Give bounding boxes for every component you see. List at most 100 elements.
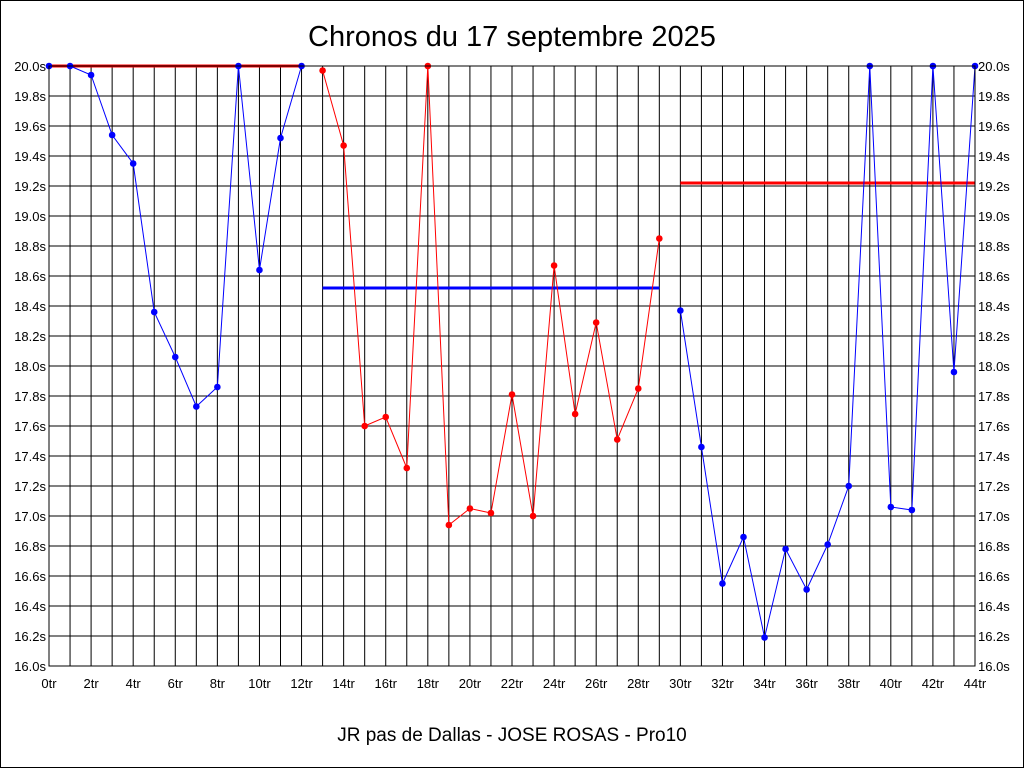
data-point (150, 308, 158, 316)
x-tick-label: 10tr (248, 676, 271, 691)
data-point (108, 131, 116, 139)
y-tick-label-left: 18.0s (14, 359, 46, 374)
y-tick-label-left: 18.2s (14, 329, 46, 344)
x-tick-label: 18tr (417, 676, 440, 691)
data-point (845, 482, 853, 490)
y-tick-label-right: 16.0s (978, 659, 1010, 674)
x-tick-label: 0tr (41, 676, 57, 691)
data-point (403, 464, 411, 472)
y-tick-label-right: 16.8s (978, 539, 1010, 554)
y-tick-label-right: 18.8s (978, 239, 1010, 254)
y-tick-label-left: 17.0s (14, 509, 46, 524)
data-point (214, 383, 221, 391)
data-point (571, 410, 579, 418)
data-point (508, 391, 516, 398)
y-tick-label-right: 18.4s (978, 299, 1010, 314)
tick-labels: 16.0s 16.0s 16.2s 16.2s 16.4s 16.4s 16.6s 16.6s… (14, 59, 1010, 691)
x-tick-label: 20tr (459, 676, 482, 691)
y-tick-label-left: 19.8s (14, 89, 46, 104)
y-tick-label-left: 17.2s (14, 479, 46, 494)
data-point (592, 319, 600, 326)
x-tick-label: 30tr (669, 676, 692, 691)
y-tick-label-right: 17.0s (978, 509, 1010, 524)
y-tick-label-left: 17.4s (14, 449, 46, 464)
y-tick-label-left: 18.6s (14, 269, 46, 284)
y-tick-label-right: 19.6s (978, 119, 1010, 134)
data-point (698, 443, 705, 451)
x-tick-label: 34tr (753, 676, 776, 691)
y-tick-label-right: 19.0s (978, 209, 1010, 224)
data-point (340, 142, 347, 149)
y-tick-label-right: 17.6s (978, 419, 1010, 434)
data-point (193, 403, 200, 410)
data-point (908, 506, 916, 514)
data-point (719, 580, 726, 587)
data-point (529, 512, 537, 520)
data-point (129, 160, 137, 167)
x-tick-label: 42tr (922, 676, 945, 691)
y-tick-label-left: 19.6s (14, 119, 46, 134)
y-tick-label-left: 18.4s (14, 299, 46, 314)
data-point (361, 422, 368, 430)
data-point (803, 586, 810, 593)
y-tick-label-left: 16.0s (14, 659, 46, 674)
data-point (677, 307, 684, 314)
y-tick-label-left: 19.0s (14, 209, 46, 224)
y-tick-label-left: 16.8s (14, 539, 46, 554)
y-tick-label-left: 19.2s (14, 179, 46, 194)
y-tick-label-left: 16.4s (14, 599, 46, 614)
data-point (87, 71, 95, 79)
y-tick-label-left: 18.8s (14, 239, 46, 254)
y-tick-label-left: 17.8s (14, 389, 46, 404)
plot-area-border (48, 65, 976, 667)
data-point (656, 235, 663, 242)
data-point (782, 545, 789, 553)
y-tick-label-left: 19.4s (14, 149, 46, 164)
y-tick-label-right: 16.4s (978, 599, 1010, 614)
data-point (740, 533, 747, 541)
x-tick-label: 44tr (964, 676, 987, 691)
data-point (634, 385, 642, 392)
x-tick-label: 24tr (543, 676, 566, 691)
x-tick-label: 32tr (711, 676, 734, 691)
y-tick-label-right: 18.0s (978, 359, 1010, 374)
data-point (887, 503, 895, 511)
y-tick-label-left: 17.6s (14, 419, 46, 434)
y-tick-label-right: 19.2s (978, 179, 1010, 194)
x-tick-label: 12tr (290, 676, 313, 691)
x-tick-label: 38tr (838, 676, 861, 691)
data-point (487, 509, 495, 517)
y-tick-label-right: 16.6s (978, 569, 1010, 584)
x-tick-label: 26tr (585, 676, 608, 691)
x-tick-label: 8tr (210, 676, 226, 691)
chart-title: Chronos du 17 septembre 2025 (308, 21, 716, 53)
x-tick-label: 28tr (627, 676, 650, 691)
data-point (445, 521, 453, 529)
y-tick-label-right: 19.8s (978, 89, 1010, 104)
x-tick-label: 14tr (332, 676, 355, 691)
y-tick-label-right: 17.2s (978, 479, 1010, 494)
data-point (761, 634, 768, 641)
y-tick-label-left: 16.2s (14, 629, 46, 644)
x-tick-label: 4tr (126, 676, 142, 691)
y-tick-label-right: 20.0s (978, 59, 1010, 74)
data-point (256, 266, 263, 274)
x-tick-label: 16tr (375, 676, 398, 691)
x-tick-label: 36tr (795, 676, 818, 691)
data-point (950, 368, 958, 376)
data-point (613, 436, 621, 443)
x-tick-label: 22tr (501, 676, 524, 691)
data-point (277, 134, 284, 142)
x-tick-label: 6tr (168, 676, 184, 691)
y-tick-label-right: 17.8s (978, 389, 1010, 404)
y-tick-label-right: 18.6s (978, 269, 1010, 284)
x-tick-label: 40tr (880, 676, 903, 691)
y-tick-label-left: 16.6s (14, 569, 46, 584)
y-tick-label-right: 19.4s (978, 149, 1010, 164)
y-tick-label-left: 20.0s (14, 59, 46, 74)
x-tick-label: 2tr (84, 676, 100, 691)
data-point (824, 541, 831, 548)
data-point (171, 353, 179, 361)
data-point (382, 413, 390, 421)
